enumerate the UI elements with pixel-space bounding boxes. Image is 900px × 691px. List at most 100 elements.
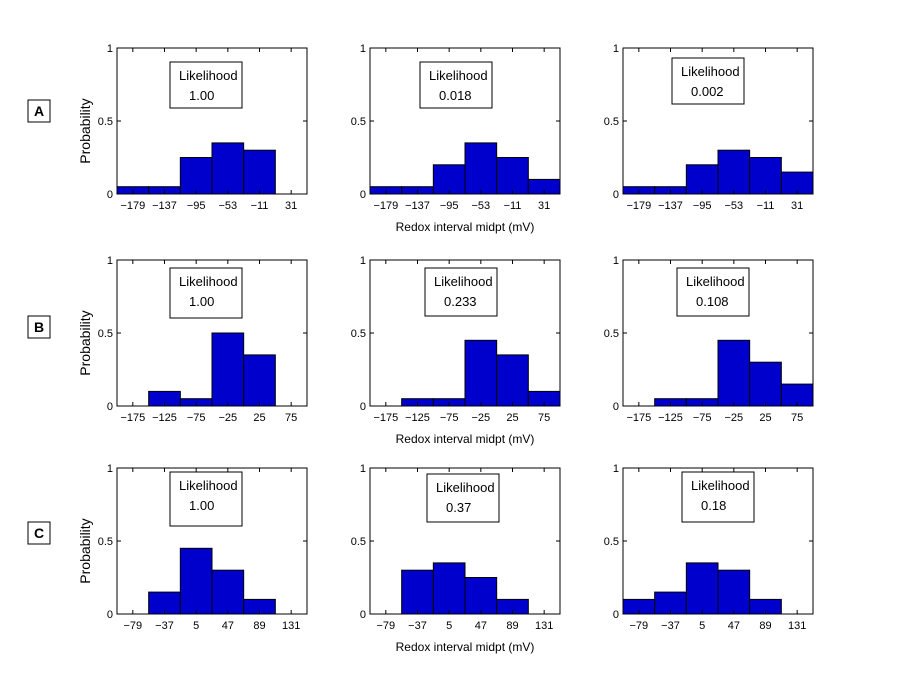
y-tick-label: 0	[613, 401, 619, 413]
likelihood-value: 1.00	[189, 88, 214, 103]
likelihood-box	[419, 61, 493, 109]
x-tick-label: −137	[658, 200, 683, 212]
y-tick-label: 0.5	[98, 116, 113, 128]
likelihood-annotation: Likelihood 0.018	[419, 61, 493, 109]
x-tick-label: −11	[504, 200, 522, 212]
histogram-bar	[685, 164, 719, 195]
y-tick-label: 0	[613, 189, 619, 201]
x-tick-label: −79	[123, 620, 142, 632]
likelihood-label: Likelihood	[429, 68, 488, 83]
row-label-box	[27, 315, 51, 339]
x-tick-label: −179	[120, 200, 145, 212]
histogram-bar	[432, 164, 466, 195]
histogram-bar	[749, 361, 782, 407]
x-tick-label: −37	[408, 620, 427, 632]
histogram-bar	[749, 157, 782, 195]
x-tick-label: −125	[658, 412, 683, 424]
y-tick-label: 0.5	[98, 536, 113, 548]
likelihood-box	[676, 267, 750, 317]
x-tick-label: 31	[791, 200, 803, 212]
likelihood-label: Likelihood	[681, 64, 740, 79]
x-tick-label: −75	[693, 412, 712, 424]
y-tick-label: 0.5	[604, 116, 619, 128]
x-tick-label: 75	[285, 412, 297, 424]
subplot-b-3: 0 0.5 1 −175 −125 −75 −25 25 75 Likelihood 0.108	[604, 255, 814, 424]
y-tick-label: 0.5	[351, 328, 366, 340]
x-tick-label: 131	[535, 620, 553, 632]
likelihood-annotation: Likelihood 0.37	[426, 473, 500, 523]
histogram-bar	[211, 332, 245, 407]
histogram-bar	[179, 157, 213, 195]
y-axis-label: Probability	[77, 98, 93, 163]
y-tick-label: 0	[107, 189, 113, 201]
x-tick-label: −175	[373, 412, 398, 424]
histogram-bar	[401, 569, 434, 615]
x-tick-label: −25	[218, 412, 237, 424]
histogram-bar	[179, 547, 213, 615]
likelihood-box	[424, 267, 498, 317]
x-tick-label: 47	[222, 620, 234, 632]
x-tick-label: 31	[285, 200, 297, 212]
likelihood-label: Likelihood	[434, 274, 493, 289]
y-tick-label: 0.5	[98, 328, 113, 340]
x-tick-label: −95	[187, 200, 206, 212]
histogram-bar	[717, 569, 751, 615]
x-tick-label: −53	[471, 200, 490, 212]
y-tick-label: 0.5	[351, 536, 366, 548]
y-tick-label: 0	[613, 609, 619, 621]
likelihood-value: 0.108	[696, 294, 729, 309]
y-tick-label: 0	[107, 609, 113, 621]
x-tick-label: −175	[120, 412, 145, 424]
likelihood-box	[671, 57, 745, 105]
histogram-bar	[496, 157, 529, 195]
subplot-c-3: 0 0.5 1 −79 −37 5 47 89 131 Likelihood 0.18	[604, 463, 814, 632]
histogram-bar	[211, 142, 245, 195]
likelihood-value: 1.00	[189, 498, 214, 513]
x-tick-label: 75	[538, 412, 550, 424]
y-tick-label: 1	[613, 43, 619, 55]
subplot-a-3: 0 0.5 1 −179 −137 −95 −53 −11 31 Likelihood 0.002	[604, 43, 814, 212]
row-label-text: C	[34, 525, 44, 541]
likelihood-label: Likelihood	[179, 274, 238, 289]
y-tick-label: 1	[107, 463, 113, 475]
histogram-bar	[464, 577, 498, 615]
y-tick-label: 1	[360, 463, 366, 475]
x-tick-label: −179	[626, 200, 651, 212]
x-tick-label: 89	[253, 620, 265, 632]
likelihood-annotation: Likelihood 1.00	[169, 471, 243, 527]
x-tick-label: 5	[193, 620, 199, 632]
x-tick-label: −137	[405, 200, 430, 212]
x-tick-label: −75	[187, 412, 206, 424]
y-tick-label: 1	[107, 43, 113, 55]
y-tick-label: 1	[107, 255, 113, 267]
histogram-bar	[464, 142, 498, 195]
y-axis-label: Probability	[77, 310, 93, 375]
x-tick-label: −137	[152, 200, 177, 212]
x-tick-label: 31	[538, 200, 550, 212]
y-tick-label: 0	[360, 401, 366, 413]
likelihood-annotation: Likelihood 0.18	[681, 471, 755, 523]
x-axis-label: Redox interval midpt (mV)	[396, 220, 535, 234]
likelihood-box	[426, 473, 500, 523]
x-tick-label: −11	[251, 200, 269, 212]
y-tick-label: 0.5	[604, 328, 619, 340]
likelihood-box	[169, 471, 243, 527]
likelihood-value: 0.18	[701, 498, 726, 513]
y-tick-label: 0	[107, 401, 113, 413]
row-label-b: B	[27, 315, 51, 339]
histogram-bar	[496, 354, 529, 407]
y-tick-label: 0	[360, 189, 366, 201]
y-tick-label: 1	[360, 43, 366, 55]
y-tick-label: 0.5	[604, 536, 619, 548]
x-tick-label: 47	[475, 620, 487, 632]
x-tick-label: 25	[253, 412, 265, 424]
row-label-box	[27, 521, 51, 545]
histogram-bar	[432, 562, 466, 615]
x-tick-label: −37	[155, 620, 174, 632]
row-label-a: A	[27, 99, 51, 123]
x-axis-label: Redox interval midpt (mV)	[396, 432, 535, 446]
likelihood-value: 0.018	[439, 88, 472, 103]
likelihood-box	[681, 471, 755, 523]
